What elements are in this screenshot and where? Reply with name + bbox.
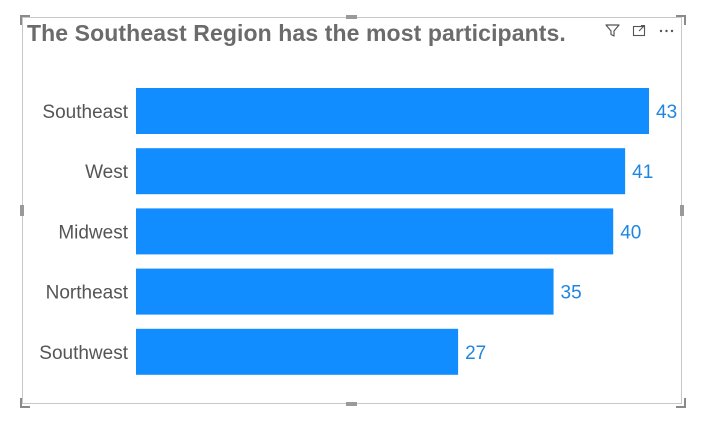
resize-handle-bottom-right[interactable]: [676, 398, 686, 408]
category-label-southwest: Southwest: [39, 343, 128, 364]
resize-handle-top-left[interactable]: [20, 15, 30, 25]
resize-handle-bottom[interactable]: [346, 402, 357, 406]
chart-title: The Southeast Region has the most partic…: [27, 20, 566, 46]
resize-handle-bottom-left[interactable]: [20, 398, 30, 408]
bar-southeast[interactable]: [136, 88, 649, 134]
category-label-midwest: Midwest: [58, 222, 128, 243]
category-label-northeast: Northeast: [46, 283, 129, 304]
category-label-southeast: Southeast: [42, 102, 128, 123]
bar-midwest[interactable]: [136, 208, 614, 255]
resize-handle-right[interactable]: [680, 205, 684, 216]
focus-mode-icon[interactable]: [631, 22, 648, 39]
bar-southwest[interactable]: [136, 328, 459, 375]
data-label-southeast: 43: [656, 102, 677, 123]
data-label-southwest: 27: [465, 343, 486, 364]
bar-west[interactable]: [136, 148, 626, 195]
resize-handle-left[interactable]: [20, 205, 24, 216]
data-label-west: 41: [632, 162, 653, 183]
visual-header-icons: [604, 22, 675, 39]
filter-icon[interactable]: [604, 22, 621, 39]
more-options-icon[interactable]: [658, 22, 675, 39]
resize-handle-top[interactable]: [346, 15, 357, 19]
data-label-northeast: 35: [561, 283, 582, 304]
resize-handle-top-right[interactable]: [676, 15, 686, 25]
data-label-midwest: 40: [620, 222, 641, 243]
category-label-west: West: [85, 162, 129, 183]
bar-northeast[interactable]: [136, 268, 554, 315]
